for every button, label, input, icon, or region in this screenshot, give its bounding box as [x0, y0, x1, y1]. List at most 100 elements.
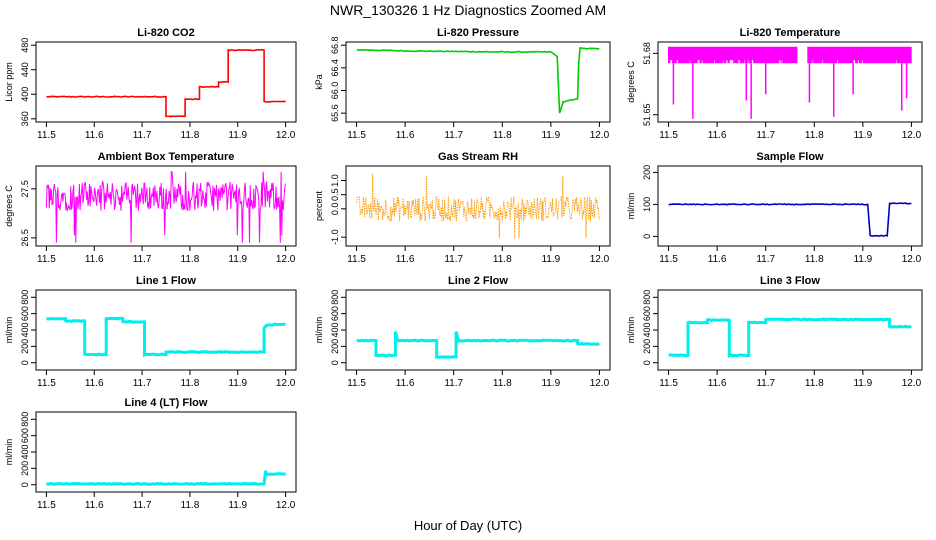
y-tick-label: 800: [642, 290, 652, 305]
series-line: [46, 48, 286, 118]
x-tick-label: 11.7: [133, 500, 152, 511]
panel-title: Line 1 Flow: [136, 275, 196, 287]
x-tick-label: 11.6: [85, 130, 104, 141]
figure-title: NWR_130326 1 Hz Diagnostics Zoomed AM: [329, 2, 607, 18]
x-tick-label: 12.0: [276, 254, 296, 265]
y-tick-label: 200: [20, 339, 30, 354]
panel-frame: [35, 411, 297, 493]
y-axis-label: kPa: [314, 74, 324, 90]
x-axis-title: Hour of Day (UTC): [413, 518, 523, 533]
series-line: [668, 202, 912, 237]
panel-frame: [35, 41, 297, 123]
panel-frame: [657, 289, 923, 371]
panel-title: Li-820 CO2: [137, 27, 194, 39]
x-tick-label: 11.6: [708, 130, 727, 141]
panel-title: Ambient Box Temperature: [98, 151, 235, 163]
x-tick-label: 11.6: [396, 130, 415, 141]
x-tick-label: 11.7: [444, 378, 463, 389]
y-tick-label: 200: [642, 165, 652, 180]
panel-frame: [345, 165, 611, 247]
y-tick-label: 360: [20, 111, 30, 126]
y-tick-label: 600: [20, 428, 30, 443]
x-tick-label: 11.9: [853, 130, 872, 141]
y-tick-label: 66.0: [330, 82, 340, 100]
y-tick-label: 27.5: [20, 180, 30, 198]
x-tick-label: 11.7: [444, 254, 463, 265]
y-tick-label: 0.5: [330, 188, 340, 201]
y-axis-label: ml/min: [4, 317, 14, 344]
y-tick-label: 65.6: [330, 104, 340, 122]
x-tick-label: 11.7: [756, 254, 775, 265]
y-tick-label: 440: [20, 62, 30, 77]
x-tick-label: 11.5: [37, 378, 56, 389]
y-tick-label: 800: [330, 290, 340, 305]
y-tick-label: 0: [330, 360, 340, 365]
x-tick-label: 11.7: [444, 130, 463, 141]
x-tick-label: 11.5: [659, 378, 678, 389]
x-tick-label: 11.6: [708, 378, 727, 389]
y-tick-label: 200: [642, 339, 652, 354]
x-tick-label: 11.8: [181, 378, 200, 389]
y-tick-label: 600: [330, 306, 340, 321]
y-axis-label: percent: [314, 190, 324, 221]
series-line: [45, 171, 286, 243]
y-tick-label: 400: [330, 322, 340, 337]
y-tick-label: 800: [20, 290, 30, 305]
x-tick-label: 11.8: [493, 254, 512, 265]
series-line: [356, 331, 600, 359]
y-tick-label: 400: [20, 87, 30, 102]
y-tick-label: 66.8: [330, 36, 340, 54]
x-tick-label: 11.6: [85, 254, 104, 265]
y-tick-label: 51.68: [642, 42, 652, 65]
y-tick-label: 26.5: [20, 229, 30, 247]
x-tick-label: 11.9: [228, 378, 247, 389]
x-tick-label: 11.5: [347, 130, 366, 141]
panel-title: Line 3 Flow: [760, 275, 820, 287]
y-tick-label: 0: [20, 482, 30, 487]
x-tick-label: 11.9: [541, 254, 560, 265]
x-tick-label: 12.0: [590, 378, 610, 389]
x-tick-label: 12.0: [276, 500, 296, 511]
panel-title: Line 4 (LT) Flow: [125, 397, 208, 409]
y-tick-label: 66.4: [330, 59, 340, 77]
panel-frame: [35, 289, 297, 371]
series-line: [356, 47, 600, 114]
y-axis-label: ml/min: [626, 193, 636, 220]
panel-title: Li-820 Pressure: [437, 27, 519, 39]
x-tick-label: 11.8: [805, 130, 824, 141]
y-tick-label: 1.0: [330, 174, 340, 187]
x-tick-label: 11.8: [181, 130, 200, 141]
x-tick-label: 12.0: [590, 254, 610, 265]
panel-title: Sample Flow: [756, 151, 824, 163]
x-tick-label: 11.5: [347, 254, 366, 265]
y-tick-label: 480: [20, 38, 30, 53]
y-tick-label: 200: [20, 461, 30, 476]
panel-frame: [35, 165, 297, 247]
y-tick-label: 0.0: [330, 203, 340, 216]
x-tick-label: 11.5: [659, 130, 678, 141]
y-axis-label: degrees C: [626, 61, 636, 103]
x-tick-label: 11.5: [347, 378, 366, 389]
x-tick-label: 12.0: [590, 130, 610, 141]
x-tick-label: 11.9: [541, 378, 560, 389]
x-tick-label: 12.0: [902, 254, 922, 265]
y-axis-label: ml/min: [626, 317, 636, 344]
y-tick-label: 400: [642, 322, 652, 337]
x-tick-label: 12.0: [276, 378, 296, 389]
x-tick-label: 11.7: [756, 130, 775, 141]
x-tick-label: 12.0: [276, 130, 296, 141]
x-tick-label: 11.8: [493, 130, 512, 141]
series-line: [356, 173, 600, 239]
x-tick-label: 11.8: [181, 254, 200, 265]
x-tick-label: 11.7: [133, 378, 152, 389]
x-tick-label: 11.8: [805, 378, 824, 389]
series-line: [668, 317, 912, 358]
x-tick-label: 11.6: [396, 254, 415, 265]
y-tick-label: 0: [20, 360, 30, 365]
series-line: [668, 46, 912, 64]
x-tick-label: 11.9: [853, 254, 872, 265]
x-tick-label: 11.9: [228, 254, 247, 265]
y-tick-label: 800: [20, 412, 30, 427]
y-tick-label: 0: [642, 234, 652, 239]
